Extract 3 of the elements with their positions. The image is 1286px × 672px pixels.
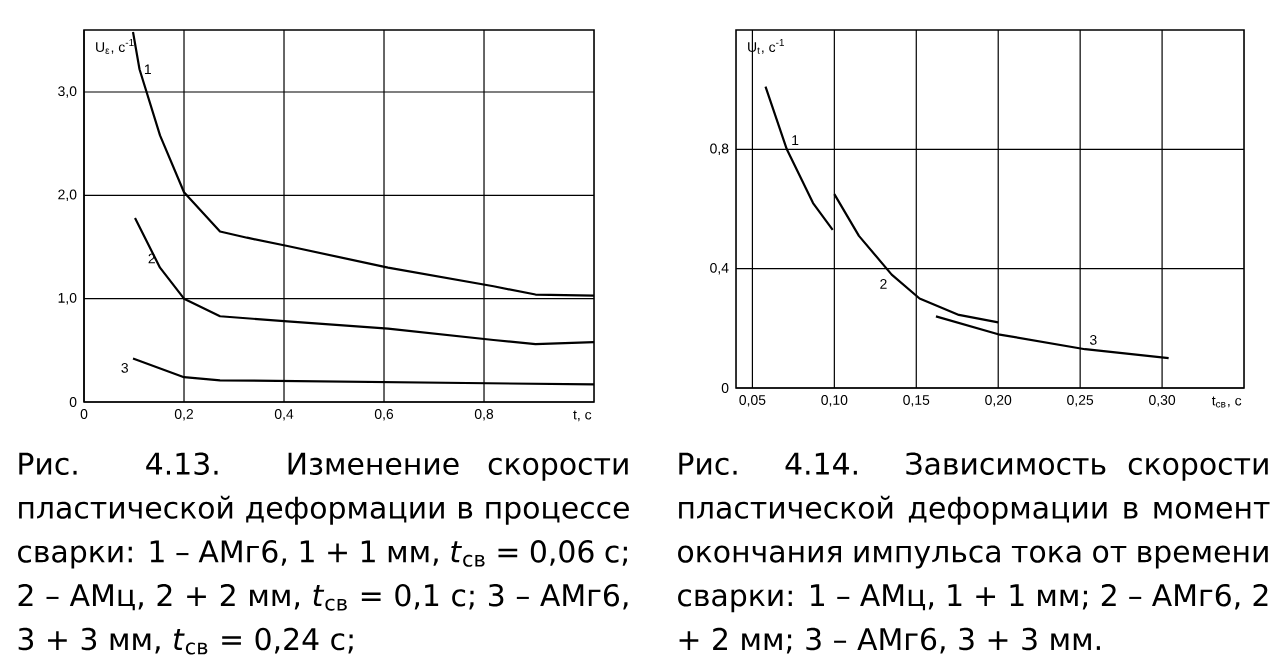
text: Рис. 4.14. Зависимость скорости пластической деформации в момент окончания импульса тока от времени сварки: 1 – АМц, 1 + 1 мм; 2 – АМг6, 2 + 2 мм; 3 – АМг6, 3 + 3 мм. (678, 452, 1270, 654)
line-series (833, 192, 1000, 324)
text: Рис. 4.13. Изменение скорости пластической деформации в процессе сварки: 1 – АМг6, 1 + 1 мм, t$_{св}$ = 0,06 с; 2 – АМц, 2 + 2 мм, t$_{св}$ = 0,1 с; 3 – АМг6, 3 + 3 мм, t$_{св}$ = 0,24 с; (18, 452, 629, 655)
